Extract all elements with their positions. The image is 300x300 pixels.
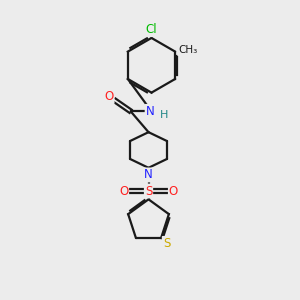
- Text: Cl: Cl: [146, 23, 157, 36]
- Text: CH₃: CH₃: [178, 45, 197, 55]
- Text: O: O: [119, 184, 128, 197]
- Text: S: S: [145, 184, 152, 197]
- Text: N: N: [146, 105, 154, 118]
- Text: O: O: [104, 90, 114, 103]
- Text: O: O: [169, 184, 178, 197]
- Text: N: N: [144, 169, 153, 182]
- Text: S: S: [163, 237, 170, 250]
- Text: H: H: [160, 110, 168, 120]
